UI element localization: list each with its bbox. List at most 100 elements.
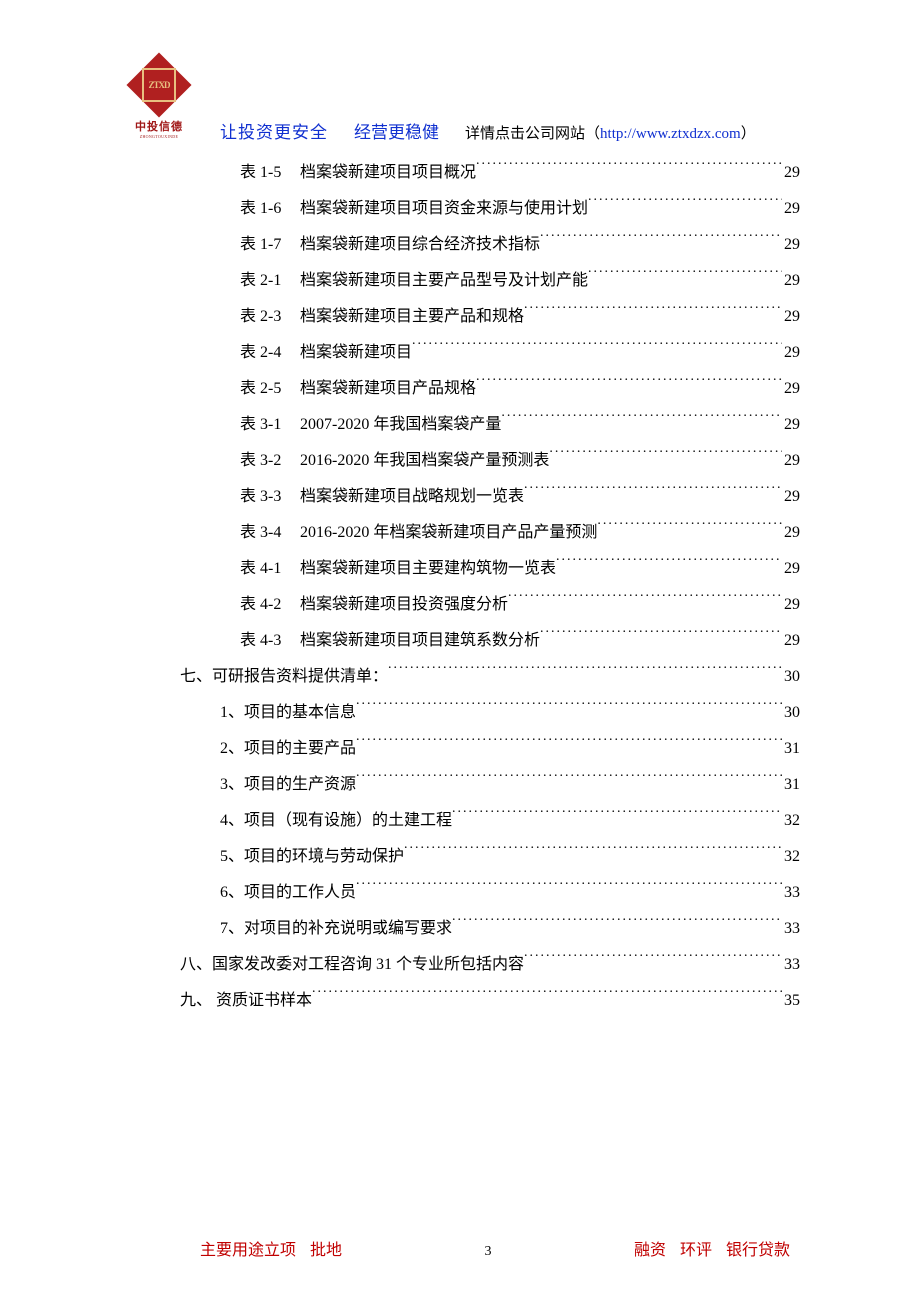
toc-entry[interactable]: 2、项目的主要产品31: [130, 731, 800, 767]
footer-right-3: 银行贷款: [726, 1242, 790, 1259]
toc-entry[interactable]: 表 3-42016-2020 年档案袋新建项目产品产量预测29: [130, 515, 800, 551]
toc-leader-dots: [524, 305, 782, 321]
toc-page-number: 29: [782, 551, 800, 587]
toc-leader-dots: [452, 809, 782, 825]
toc-entry[interactable]: 表 2-4档案袋新建项目29: [130, 335, 800, 371]
toc-leader-dots: [452, 917, 782, 933]
toc-entry[interactable]: 6、项目的工作人员 33: [130, 875, 800, 911]
company-url[interactable]: http://www.ztxdzx.com: [600, 126, 741, 142]
toc-leader-dots: [356, 881, 782, 897]
toc-page-number: 29: [782, 335, 800, 371]
toc-title: 档案袋新建项目战略规划一览表: [300, 479, 524, 515]
toc-table-id: 表 3-3: [240, 479, 300, 515]
toc-page-number: 29: [782, 479, 800, 515]
toc-leader-dots: [597, 521, 782, 537]
toc-leader-dots: [476, 161, 782, 177]
toc-title: 5、项目的环境与劳动保护: [220, 839, 404, 875]
toc-entry[interactable]: 表 1-7档案袋新建项目综合经济技术指标29: [130, 227, 800, 263]
toc-leader-dots: [556, 557, 782, 573]
toc-entry[interactable]: 表 3-12007-2020 年我国档案袋产量29: [130, 407, 800, 443]
toc-page-number: 30: [782, 695, 800, 731]
toc-title: 2007-2020 年我国档案袋产量: [300, 407, 501, 443]
toc-leader-dots: [540, 233, 782, 249]
toc-entry[interactable]: 表 1-5档案袋新建项目项目概况29: [130, 155, 800, 191]
toc-page-number: 30: [782, 659, 800, 695]
toc-leader-dots: [356, 773, 782, 789]
logo-diamond-icon: ZTXD: [126, 52, 191, 117]
toc-entry[interactable]: 表 3-3档案袋新建项目战略规划一览表 29: [130, 479, 800, 515]
toc-title: 九、 资质证书样本: [180, 983, 312, 1019]
toc-leader-dots: [540, 629, 782, 645]
toc-page-number: 33: [782, 875, 800, 911]
toc-page-number: 29: [782, 191, 800, 227]
toc-title: 档案袋新建项目主要产品型号及计划产能: [300, 263, 588, 299]
toc-entry[interactable]: 表 3-22016-2020 年我国档案袋产量预测表 29: [130, 443, 800, 479]
toc-entry[interactable]: 4、项目（现有设施）的土建工程 32: [130, 803, 800, 839]
detail-label: 详情点击公司网站: [465, 126, 585, 142]
toc-entry[interactable]: 七、可研报告资料提供清单： 30: [130, 659, 800, 695]
toc-title: 档案袋新建项目项目资金来源与使用计划: [300, 191, 588, 227]
toc-table-id: 表 3-4: [240, 515, 300, 551]
toc-page-number: 32: [782, 839, 800, 875]
toc-entry[interactable]: 九、 资质证书样本 35: [130, 983, 800, 1019]
toc-title: 6、项目的工作人员: [220, 875, 356, 911]
toc-table-id: 表 2-3: [240, 299, 300, 335]
toc-title: 1、项目的基本信息: [220, 695, 356, 731]
footer-right-2: 环评: [680, 1242, 712, 1259]
toc-entry[interactable]: 表 4-3档案袋新建项目项目建筑系数分析29: [130, 623, 800, 659]
toc-entry[interactable]: 表 2-5档案袋新建项目产品规格29: [130, 371, 800, 407]
footer-left-2: 批地: [310, 1242, 342, 1259]
toc-title: 档案袋新建项目投资强度分析: [300, 587, 508, 623]
toc-leader-dots: [476, 377, 782, 393]
toc-entry[interactable]: 表 1-6档案袋新建项目项目资金来源与使用计划29: [130, 191, 800, 227]
toc-table-id: 表 2-4: [240, 335, 300, 371]
toc-page-number: 29: [782, 443, 800, 479]
toc-page-number: 29: [782, 587, 800, 623]
toc-page-number: 29: [782, 263, 800, 299]
slogan-2: 经营更稳健: [354, 118, 439, 143]
toc-title: 2016-2020 年我国档案袋产量预测表: [300, 443, 549, 479]
toc-table-id: 表 1-7: [240, 227, 300, 263]
toc-leader-dots: [388, 665, 782, 681]
toc-entry[interactable]: 5、项目的环境与劳动保护 32: [130, 839, 800, 875]
toc-page-number: 33: [782, 911, 800, 947]
toc-page-number: 29: [782, 299, 800, 335]
toc-title: 档案袋新建项目项目建筑系数分析: [300, 623, 540, 659]
website-info: 详情点击公司网站（http://www.ztxdzx.com）: [465, 122, 756, 143]
toc-table-id: 表 3-2: [240, 443, 300, 479]
toc-page-number: 32: [782, 803, 800, 839]
company-logo: ZTXD 中投信德 ZHONGTOUXINDE: [130, 58, 188, 139]
slogan-1: 让投资更安全: [220, 118, 328, 143]
page-number: 3: [342, 1244, 634, 1260]
toc-entry[interactable]: 表 4-1档案袋新建项目主要建构筑物一览表29: [130, 551, 800, 587]
toc-entry[interactable]: 3、项目的生产资源31: [130, 767, 800, 803]
toc-page-number: 29: [782, 155, 800, 191]
toc-title: 七、可研报告资料提供清单：: [180, 659, 388, 695]
page-header: 让投资更安全 经营更稳健 详情点击公司网站（http://www.ztxdzx.…: [220, 118, 800, 143]
toc-title: 档案袋新建项目产品规格: [300, 371, 476, 407]
toc-title: 档案袋新建项目主要建构筑物一览表: [300, 551, 556, 587]
toc-title: 2016-2020 年档案袋新建项目产品产量预测: [300, 515, 597, 551]
toc-title: 八、国家发改委对工程咨询 31 个专业所包括内容: [180, 947, 524, 983]
toc-page-number: 29: [782, 227, 800, 263]
footer-left-group: 主要用途立项批地: [200, 1236, 342, 1260]
toc-title: 4、项目（现有设施）的土建工程: [220, 803, 452, 839]
url-open: （: [585, 126, 600, 142]
toc-table-id: 表 2-1: [240, 263, 300, 299]
toc-entry[interactable]: 八、国家发改委对工程咨询 31 个专业所包括内容33: [130, 947, 800, 983]
table-of-contents: 表 1-5档案袋新建项目项目概况29表 1-6档案袋新建项目项目资金来源与使用计…: [130, 155, 800, 1019]
toc-page-number: 29: [782, 623, 800, 659]
toc-page-number: 35: [782, 983, 800, 1019]
toc-leader-dots: [588, 197, 782, 213]
toc-entry[interactable]: 表 2-3档案袋新建项目主要产品和规格29: [130, 299, 800, 335]
footer-right-group: 融资环评银行贷款: [634, 1236, 790, 1260]
toc-table-id: 表 1-5: [240, 155, 300, 191]
toc-entry[interactable]: 1、项目的基本信息 30: [130, 695, 800, 731]
footer-left-1: 主要用途立项: [200, 1242, 296, 1259]
toc-entry[interactable]: 表 2-1档案袋新建项目主要产品型号及计划产能 29: [130, 263, 800, 299]
logo-company-en: ZHONGTOUXINDE: [130, 134, 188, 139]
toc-entry[interactable]: 表 4-2档案袋新建项目投资强度分析29: [130, 587, 800, 623]
toc-leader-dots: [524, 953, 782, 969]
toc-entry[interactable]: 7、对项目的补充说明或编写要求33: [130, 911, 800, 947]
toc-title: 3、项目的生产资源: [220, 767, 356, 803]
